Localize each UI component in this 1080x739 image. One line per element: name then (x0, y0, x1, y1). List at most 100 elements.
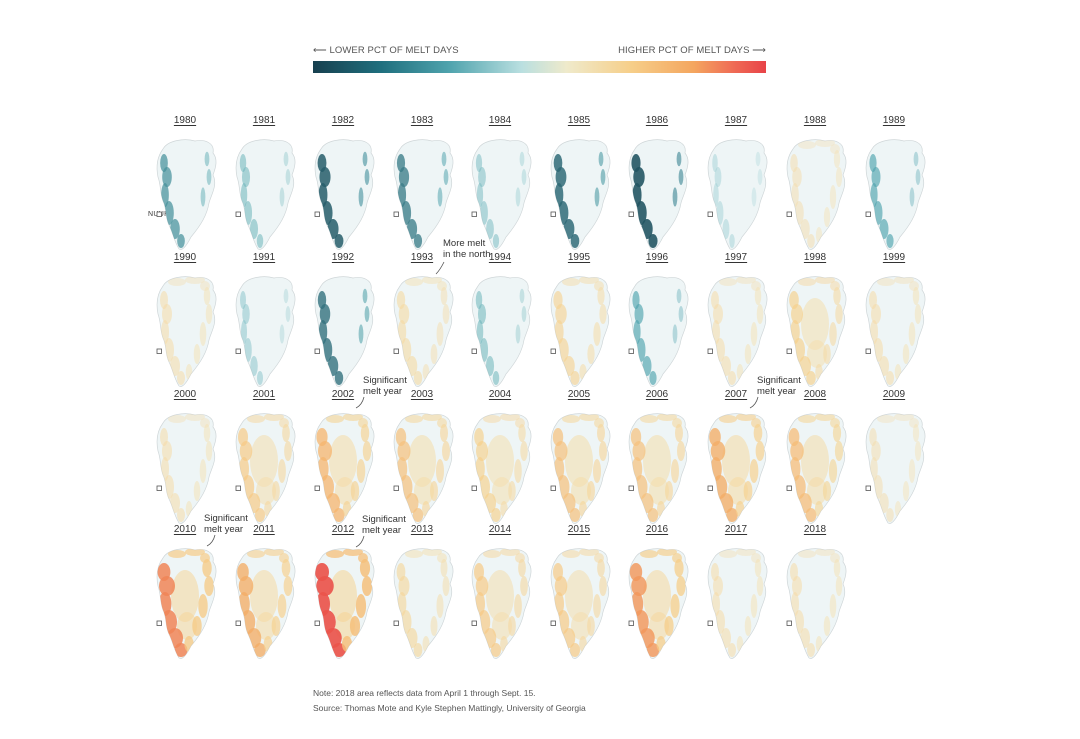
melt-zone (396, 291, 406, 309)
melt-zone (677, 441, 685, 461)
melt-zone (806, 371, 816, 385)
melt-zone (823, 344, 831, 364)
melt-zone (674, 559, 684, 577)
year-label: 2008 (803, 389, 827, 400)
nuuk-marker (865, 348, 871, 354)
melt-zone (790, 563, 798, 581)
melt-zone (815, 139, 835, 147)
melt-zone (442, 576, 450, 596)
greenland-map-2015 (550, 548, 611, 659)
melt-zone (712, 320, 720, 344)
melt-zone (646, 643, 660, 657)
nuuk-marker (471, 348, 477, 354)
melt-zone (709, 428, 721, 446)
nuuk-marker (156, 348, 162, 354)
melt-zone (728, 477, 748, 505)
melt-zone (315, 563, 329, 581)
nuuk-marker (393, 211, 399, 217)
melt-zone (335, 477, 355, 505)
nuuk-marker (393, 485, 399, 491)
nuuk-marker (865, 211, 871, 217)
melt-zone (555, 167, 567, 187)
melt-zone (672, 324, 678, 344)
melt-zone (317, 291, 327, 309)
nuuk-marker (707, 485, 713, 491)
melt-zone (801, 435, 829, 487)
melt-zone (736, 364, 744, 380)
greenland-map-2001 (235, 413, 296, 524)
melt-zone (678, 306, 684, 322)
melt-zone (800, 219, 810, 239)
melt-zone (279, 418, 289, 428)
annotation-line: Significant (757, 375, 801, 386)
melt-zone (440, 424, 448, 442)
melt-zone (168, 278, 186, 286)
year-label: 2017 (724, 524, 748, 535)
melt-zone (713, 183, 719, 207)
melt-zone (552, 428, 564, 446)
melt-zone (594, 418, 604, 428)
melt-zone (736, 548, 756, 556)
melt-zone (594, 187, 600, 207)
melt-zone (807, 234, 815, 248)
year-label: 2002 (331, 389, 355, 400)
melt-zone (238, 428, 248, 446)
melt-zone (398, 576, 410, 596)
melt-zone (640, 415, 658, 423)
melt-zone (479, 338, 489, 362)
melt-zone (600, 169, 606, 185)
melt-zone (422, 548, 442, 556)
melt-zone (202, 559, 212, 577)
melt-zone (238, 576, 254, 596)
footer: Note: 2018 area reflects data from April… (313, 686, 586, 716)
greenland-map-1992 (314, 276, 375, 387)
melt-zone (414, 477, 434, 505)
melt-zone (908, 459, 916, 483)
melt-zone (476, 320, 484, 344)
melt-zone (835, 304, 843, 324)
melt-zone (597, 424, 605, 442)
year-label: 2013 (410, 524, 434, 535)
melt-zone (398, 167, 410, 187)
melt-zone (562, 278, 580, 286)
nuuk-marker (628, 348, 634, 354)
nuuk-marker (550, 620, 556, 626)
melt-layer (632, 288, 684, 385)
melt-zone (712, 154, 718, 172)
annotation-line: melt year (757, 386, 797, 397)
melt-zone (869, 428, 877, 446)
color-legend-bar (313, 61, 766, 73)
melt-zone (422, 636, 430, 652)
nuuk-marker (314, 485, 320, 491)
melt-zone (675, 424, 683, 442)
melt-zone (788, 428, 800, 446)
melt-zone (912, 287, 920, 305)
year-label: 1986 (645, 115, 669, 126)
melt-zone (160, 428, 168, 446)
melt-zone (279, 324, 285, 344)
melt-zone (515, 553, 525, 563)
melt-zone (902, 344, 910, 364)
melt-zone (587, 344, 595, 364)
melt-zone (633, 167, 645, 187)
nuuk-marker (235, 485, 241, 491)
melt-zone (640, 550, 658, 558)
melt-zone (672, 187, 678, 207)
year-label: 1994 (488, 252, 512, 263)
melt-zone (442, 441, 450, 461)
melt-layer (475, 151, 527, 248)
melt-zone (643, 570, 671, 622)
arrow-2002 (355, 396, 365, 409)
melt-zone (360, 424, 370, 442)
melt-zone (807, 643, 815, 657)
melt-zone (317, 154, 327, 172)
melt-zone (830, 144, 840, 154)
melt-zone (244, 338, 252, 362)
melt-zone (358, 187, 364, 207)
melt-zone (593, 594, 601, 618)
melt-zone (555, 304, 567, 324)
melt-zone (757, 169, 763, 185)
greenland-map-1994 (471, 276, 532, 387)
melt-zone (486, 435, 514, 487)
melt-zone (492, 371, 500, 385)
